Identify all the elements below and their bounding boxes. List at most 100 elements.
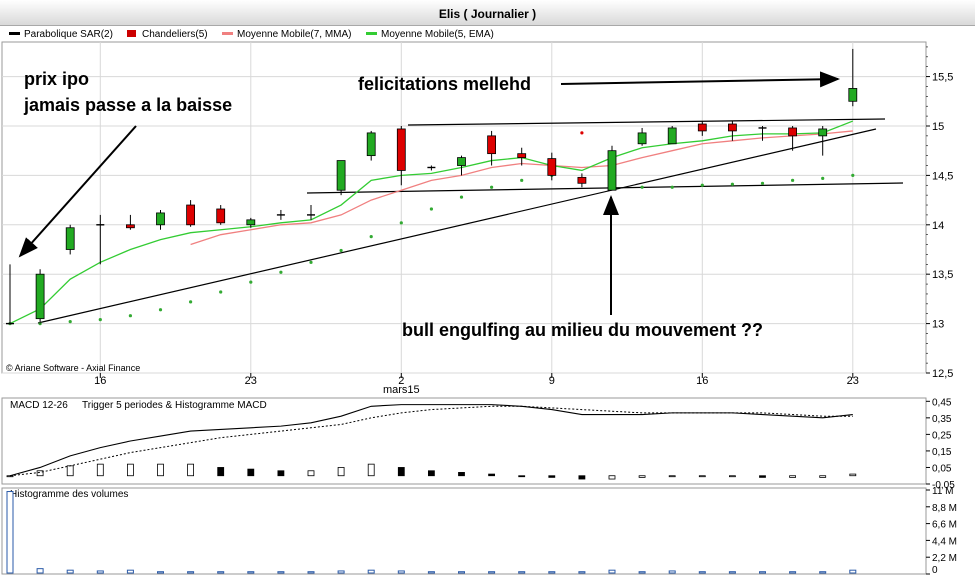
macd-panel — [1, 397, 927, 485]
price-xtick-label: 16 — [696, 375, 708, 387]
legend-swatch-mma — [222, 32, 233, 35]
volume-bar — [36, 568, 44, 574]
macd-histogram-bar — [608, 475, 616, 480]
candle-body — [788, 127, 797, 137]
macd-histogram-bar — [548, 475, 556, 478]
macd-ytick-label: 0,25 — [932, 430, 952, 441]
volume-ytick-label: 8,8 M — [932, 503, 957, 514]
sar-dot — [520, 178, 524, 182]
volume-bar — [488, 571, 496, 574]
candle-body — [216, 208, 226, 224]
sar-dot — [189, 300, 193, 304]
sar-dot — [369, 235, 373, 239]
macd-ytick-label: 0,35 — [932, 414, 952, 425]
volume-bar — [759, 571, 766, 574]
sar-dot — [851, 173, 855, 177]
sar-dot — [580, 131, 584, 135]
volume-bar — [277, 571, 285, 574]
macd-histogram-bar — [96, 463, 104, 477]
candle-body — [728, 123, 737, 132]
macd-histogram-bar — [367, 463, 375, 477]
sar-dot — [279, 270, 283, 274]
macd-histogram-bar — [759, 475, 766, 478]
sar-dot — [219, 290, 223, 294]
legend-swatch-ema — [366, 32, 377, 35]
candle-body — [246, 219, 256, 226]
lower-support-line — [306, 182, 904, 194]
macd-ytick-label: 0,15 — [932, 447, 952, 458]
macd-histogram-bar — [819, 475, 827, 478]
sar-dot — [670, 185, 674, 189]
legend-label-ema: Moyenne Mobile(5, EMA) — [381, 29, 494, 40]
price-ytick-label: 12,5 — [932, 368, 953, 380]
legend: Parabolique SAR(2) Chandeliers(5) Moyenn… — [9, 29, 494, 40]
annotation-ipo-line1: prix ipo — [24, 69, 89, 89]
price-ytick-label: 14 — [932, 220, 944, 232]
candle-body — [487, 135, 497, 155]
price-month-label: mars15 — [383, 384, 420, 396]
sar-dot — [821, 176, 825, 180]
candle-body — [156, 212, 165, 226]
volume-bar — [66, 569, 74, 574]
macd-histogram-bar — [187, 463, 195, 477]
macd-histogram-bar — [397, 467, 405, 477]
candle-body — [607, 150, 617, 191]
macd-ytick-label: 0,45 — [932, 397, 952, 408]
candle-body — [65, 227, 75, 250]
volume-bar — [819, 571, 827, 574]
volume-ytick-label: 0 — [932, 565, 938, 575]
volume-panel — [1, 487, 927, 575]
macd-histogram-bar — [337, 467, 345, 477]
macd-histogram-bar — [849, 473, 857, 477]
upper-resistance-line — [407, 118, 886, 126]
macd-trigger-line — [9, 405, 853, 477]
macd-histogram-bar — [729, 475, 736, 478]
macd-histogram-bar — [518, 475, 526, 478]
window-title: Elis ( Journalier ) — [0, 0, 975, 26]
sar-dot — [399, 221, 403, 225]
volume-ytick-label: 6,6 M — [932, 520, 957, 531]
sar-dot — [700, 183, 704, 187]
macd-subtitle: Trigger 5 periodes & Histogramme MACD — [82, 400, 267, 411]
volume-bar — [608, 569, 616, 574]
price-xtick-label: 2 — [398, 375, 404, 387]
arrow-congrats — [560, 71, 840, 88]
macd-title: MACD 12-26 — [10, 400, 68, 411]
legend-label-candles: Chandeliers(5) — [142, 29, 208, 40]
sar-dot — [791, 178, 795, 182]
macd-histogram-bar — [247, 468, 255, 477]
price-ytick-label: 15,5 — [932, 72, 953, 84]
volume-bar — [337, 570, 345, 574]
sar-dot — [68, 320, 72, 324]
volume-bar — [789, 571, 797, 574]
sar-dot — [429, 207, 433, 211]
macd-histogram-bar — [36, 470, 44, 477]
price-xtick-label: 23 — [245, 375, 257, 387]
sar-dot — [459, 195, 464, 199]
candle-body — [517, 153, 527, 159]
macd-ytick-label: -0,05 — [932, 480, 955, 491]
price-panel — [1, 41, 927, 374]
macd-ytick-label: 0,05 — [932, 463, 952, 474]
volume-bar — [458, 571, 465, 574]
volume-ytick-label: 11 M — [932, 486, 954, 497]
price-xtick-label: 16 — [94, 375, 106, 387]
volume-bar — [518, 571, 526, 574]
candle-body — [457, 157, 466, 166]
candle-body — [366, 132, 376, 157]
sar-dot — [640, 185, 644, 189]
sar-dot — [98, 318, 102, 322]
macd-histogram-bar — [157, 463, 164, 477]
annotation-engulfing: bull engulfing au milieu du mouvement ?? — [402, 320, 763, 340]
macd-histogram-bar — [217, 467, 225, 477]
candle-body — [396, 128, 406, 171]
volume-bar — [698, 571, 706, 574]
legend-swatch-sar — [9, 32, 20, 35]
candle-body — [818, 128, 828, 137]
candle-body — [667, 127, 677, 145]
candle-body — [35, 273, 45, 320]
price-xtick-label: 23 — [847, 375, 859, 387]
macd-histogram-bar — [66, 465, 74, 477]
macd-histogram-bar — [6, 475, 14, 478]
macd-histogram-bar — [488, 473, 496, 477]
